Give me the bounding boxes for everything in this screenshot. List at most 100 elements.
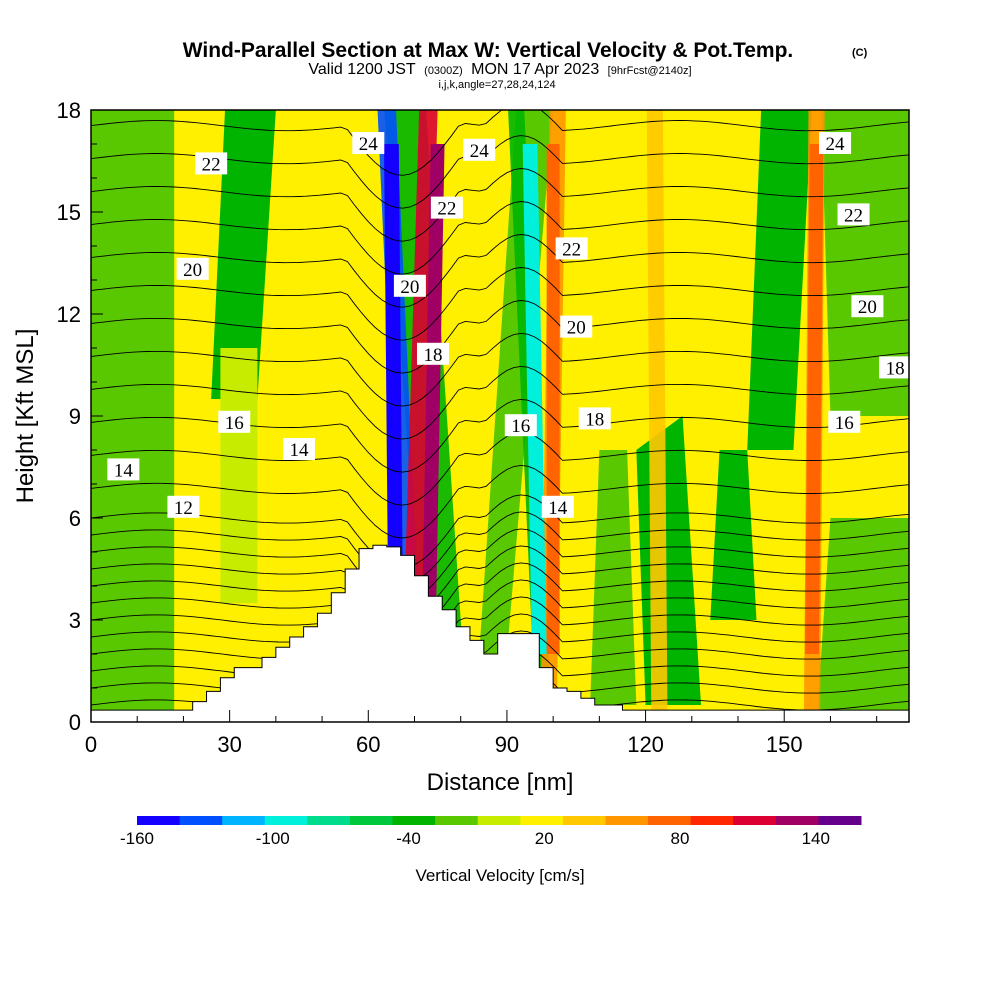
terrain (91, 544, 909, 722)
contour-label-text: 18 (585, 409, 604, 430)
contour-label-box (541, 495, 574, 518)
isentrope (91, 110, 909, 176)
contour-label: 24 (352, 132, 385, 155)
contour-label: 24 (819, 132, 852, 155)
contour-label: 12 (167, 495, 200, 519)
colorbar-swatch (562, 816, 606, 825)
contour-label-box (218, 410, 251, 433)
contour-label-box (879, 356, 909, 379)
contour-labels: 24 24 24 22 22 22 22 20 20 20 20 18 18 18 16 16 16 14 14 14… (107, 132, 909, 519)
field-zone (710, 450, 757, 620)
contour-label-text: 20 (400, 277, 419, 298)
contour-label-text: 14 (114, 460, 134, 481)
velocity-field (91, 110, 909, 722)
isentrope (91, 201, 909, 275)
contour-label-box (195, 152, 228, 175)
contour-label-text: 18 (886, 358, 905, 379)
isentrope (91, 579, 909, 654)
x-tick-label: 30 (217, 732, 241, 757)
contour-label-text: 24 (826, 134, 846, 155)
contour-label-text: 20 (567, 318, 586, 339)
contour-label: 20 (851, 295, 884, 318)
y-tick-label: 12 (57, 302, 81, 327)
isentrope (91, 300, 909, 374)
contour-label: 16 (828, 410, 861, 434)
contour-label-text: 22 (202, 154, 221, 175)
colorbar-tick-label: 80 (671, 829, 690, 848)
contour-label-box (463, 138, 496, 161)
colorbar-swatch (775, 816, 819, 825)
colorbar-swatch (648, 816, 692, 825)
contour-label-box (504, 414, 537, 437)
field-zone (220, 348, 258, 603)
contour-label-box (282, 438, 315, 460)
x-tick-label: 60 (356, 732, 380, 757)
x-axis: 0 30 60 90 120 150 (85, 710, 878, 757)
x-axis-label: Distance [nm] (427, 769, 574, 796)
y-axis-label: Height [Kft MSL] (12, 329, 39, 504)
field-zone (821, 110, 909, 416)
colorbar-tick-label: 20 (535, 829, 554, 848)
contour-label: 20 (560, 315, 593, 339)
x-tick-label: 120 (627, 732, 664, 757)
isentrope (91, 267, 909, 341)
y-tick-label: 6 (69, 506, 81, 531)
isentrope (91, 613, 909, 688)
contour-label-text: 22 (562, 239, 581, 260)
x-tick-label: 150 (766, 732, 803, 757)
contour-label: 18 (578, 407, 611, 430)
isentrope (91, 528, 909, 603)
y-tick-label: 9 (69, 404, 81, 429)
contour-label-text: 14 (289, 440, 309, 461)
isentrope-lines (91, 110, 909, 722)
contour-label-text: 20 (183, 260, 202, 281)
chart-title: Wind-Parallel Section at Max W: Vertical… (183, 39, 794, 62)
colorbar-swatch (222, 816, 266, 825)
contour-label-box (828, 410, 861, 433)
contour-label-box (837, 203, 870, 226)
colorbar-swatch (690, 816, 734, 825)
isentrope (91, 511, 909, 586)
field-zone (590, 450, 637, 705)
isentrope (91, 234, 909, 308)
contour-label-box (176, 257, 209, 280)
contour-label-box (393, 274, 426, 297)
y-axis: 0 3 6 9 12 15 18 (57, 98, 103, 735)
contour-label-box (560, 315, 593, 338)
contour-label: 20 (176, 257, 209, 281)
isentrope (91, 135, 909, 209)
y-tick-label: 3 (69, 608, 81, 633)
colorbar-swatch (179, 816, 223, 825)
contour-label-box (819, 132, 852, 154)
isentrope (91, 168, 909, 242)
contour-label: 22 (555, 237, 588, 260)
contour-label: 18 (879, 356, 909, 379)
field-zone (747, 110, 812, 450)
isentrope (91, 332, 909, 407)
contour-label-text: 16 (511, 416, 530, 437)
colorbar-swatch (307, 816, 351, 825)
contour-label-text: 16 (835, 413, 854, 434)
colorbar-swatch (392, 816, 436, 825)
colorbar-swatch (818, 816, 862, 825)
plot-area: 24 24 24 22 22 22 22 20 20 20 20 18 18 18 16 16 16 14 14 14… (91, 110, 909, 722)
contour-label-box (430, 196, 463, 219)
isentrope (91, 545, 909, 620)
chart-subtitle: Valid 1200 JST (0300Z) MON 17 Apr 2023 [… (308, 61, 691, 78)
isentrope (91, 464, 909, 539)
velocity-band (646, 110, 668, 722)
colorbar-swatch (605, 816, 649, 825)
contour-label: 20 (393, 274, 426, 298)
colorbar-tick-label: -160 (120, 829, 154, 848)
colorbar-swatch (733, 816, 777, 825)
contour-label: 16 (504, 414, 537, 437)
contour-label-text: 24 (359, 134, 379, 155)
field-zone (91, 518, 147, 722)
colorbar-swatch (137, 816, 181, 825)
x-tick-label: 90 (495, 732, 519, 757)
contour-label-box (578, 407, 611, 430)
contour-label-text: 18 (423, 345, 442, 366)
contour-label: 22 (430, 196, 463, 220)
field-zone (211, 110, 276, 399)
